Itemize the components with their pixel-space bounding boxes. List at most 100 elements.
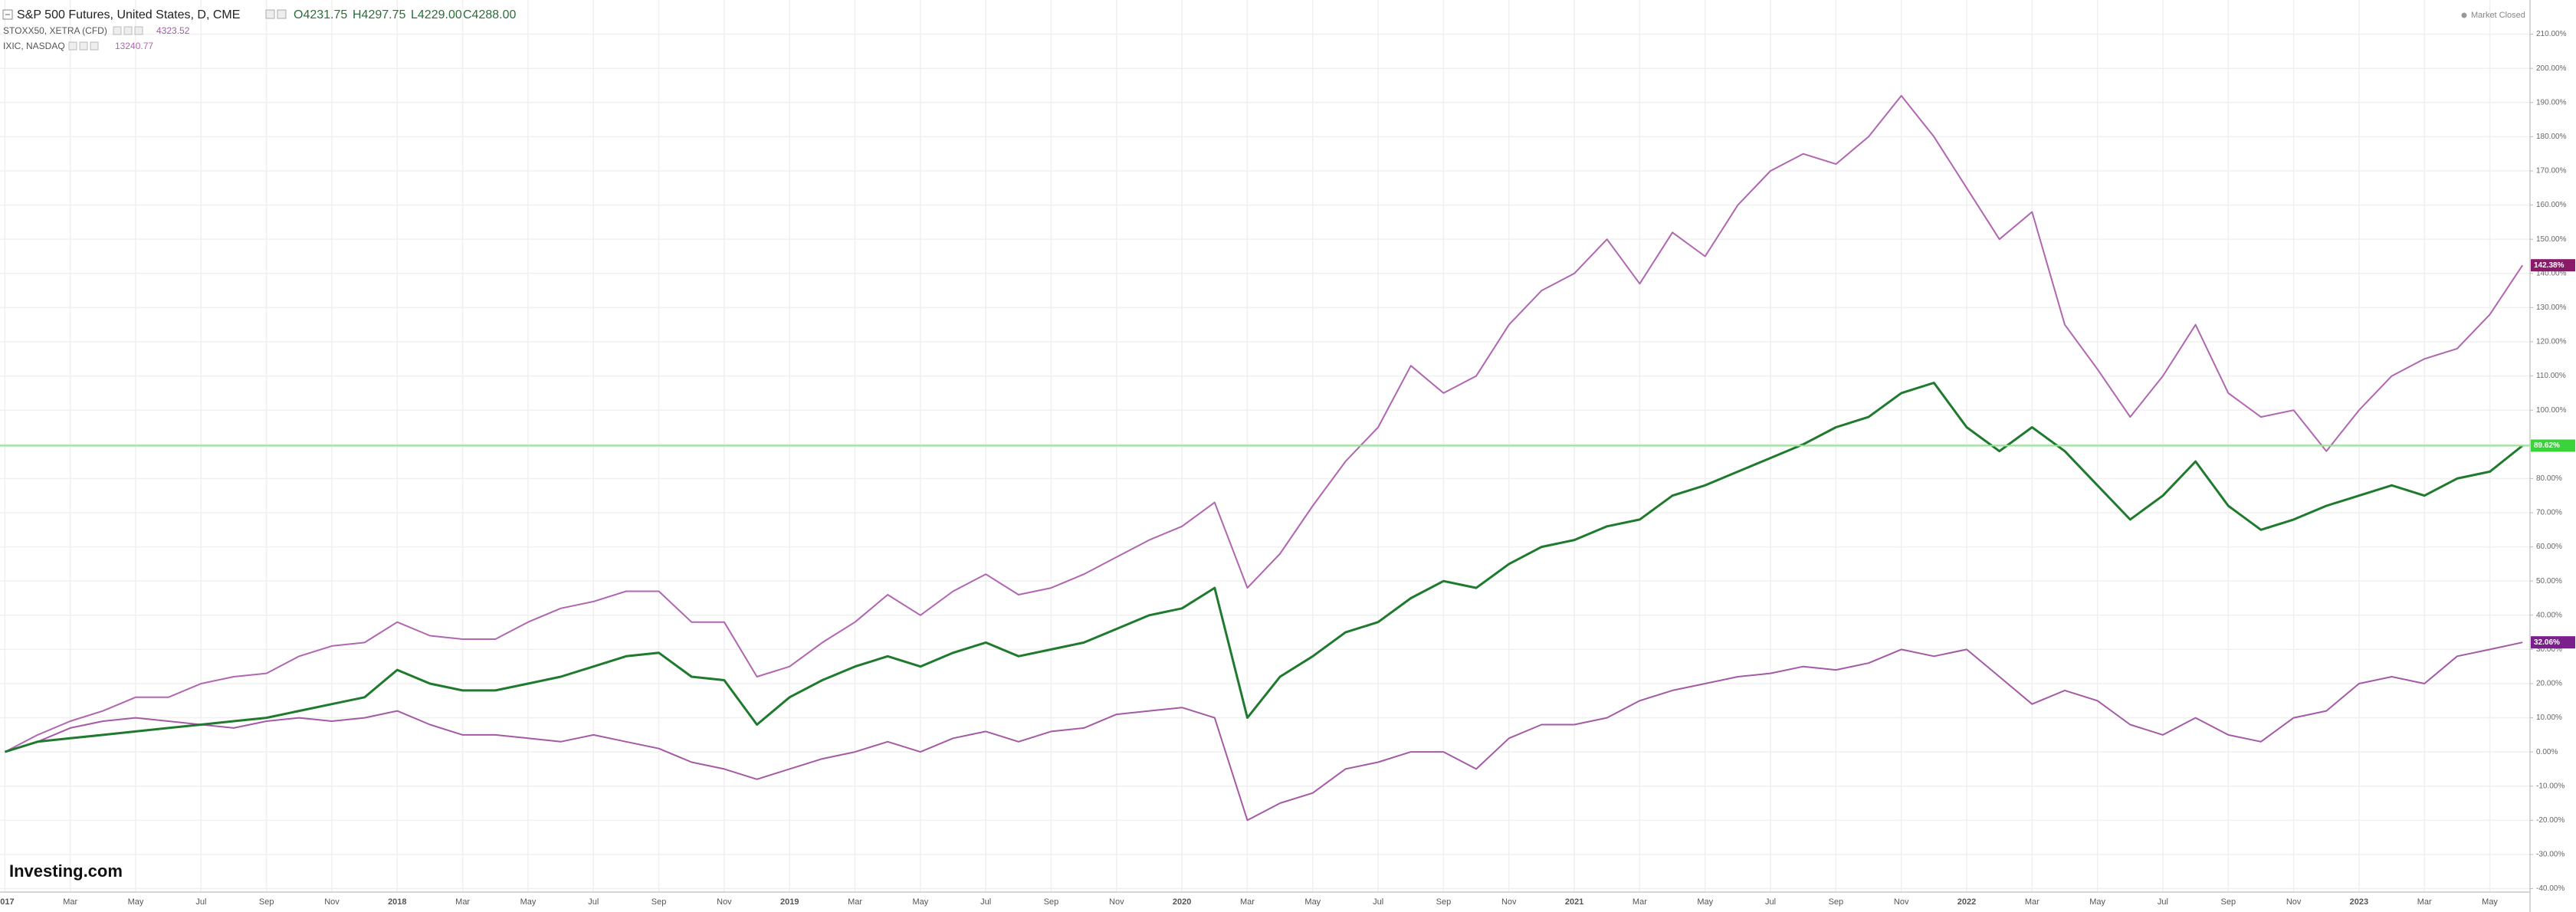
y-tick-label: 120.00%: [2536, 338, 2567, 346]
low: L4229.00: [411, 8, 462, 21]
series-line: [4, 94, 2524, 753]
icon[interactable]: [113, 26, 122, 35]
x-tick-label: May: [1304, 897, 1321, 907]
y-tick-label: 160.00%: [2536, 201, 2567, 209]
x-tick-label: Nov: [1109, 897, 1124, 907]
x-tick-label: 2022: [1957, 897, 1976, 907]
y-tick-label: 10.00%: [2536, 714, 2562, 722]
compare-quote: 4323.52: [156, 25, 190, 36]
x-tick-label: 2018: [388, 897, 406, 907]
series-line: [5, 641, 2523, 822]
x-tick-label: Jul: [195, 897, 206, 907]
x-tick-label: Nov: [324, 897, 340, 907]
x-tick-label: Mar: [455, 897, 470, 907]
y-tick-label: 100.00%: [2536, 406, 2567, 415]
y-tick-label: 210.00%: [2536, 30, 2567, 38]
x-tick-label: May: [520, 897, 537, 907]
y-tick-label: 110.00%: [2536, 372, 2566, 380]
compare-symbol: STOXX50, XETRA (CFD): [3, 25, 107, 36]
y-tick-label: 140.00%: [2536, 269, 2567, 277]
last-value-box: [2531, 259, 2575, 272]
x-tick-label: 2019: [780, 897, 799, 907]
settings-icon[interactable]: [265, 9, 275, 19]
y-tick-label: 50.00%: [2536, 577, 2562, 586]
x-tick-label: Sep: [2220, 897, 2236, 907]
last-value-box: [2531, 636, 2575, 649]
x-axis-labels: 2017 Mar May Jul Sep Nov 2018 Mar May Jul Sep Nov 20…: [0, 897, 2498, 907]
brand-logo: Investing.com: [9, 861, 123, 881]
y-tick-label: 190.00%: [2536, 98, 2567, 107]
icon[interactable]: [79, 41, 88, 51]
x-tick-label: Nov: [2286, 897, 2302, 907]
x-tick-label: Jul: [980, 897, 991, 907]
y-tick-label: 150.00%: [2536, 235, 2567, 244]
status-dot: [2461, 12, 2467, 18]
icon[interactable]: [134, 26, 143, 35]
y-tick-label: 80.00%: [2536, 474, 2562, 483]
y-tick-label: 130.00%: [2536, 303, 2567, 312]
x-tick-label: May: [128, 897, 144, 907]
x-tick-label: Sep: [651, 897, 667, 907]
grid: [0, 0, 2530, 892]
x-tick-label: 2017: [0, 897, 15, 907]
x-tick-label: Jul: [1765, 897, 1776, 907]
x-tick-label: Sep: [259, 897, 274, 907]
x-tick-label: Sep: [1436, 897, 1452, 907]
last-value-box: [2531, 439, 2575, 452]
icon[interactable]: [90, 41, 99, 51]
y-tick-label: 40.00%: [2536, 611, 2562, 619]
market-status: Market Closed: [2471, 11, 2525, 20]
y-tick-label: 0.00%: [2536, 748, 2558, 756]
y-tick-label: 200.00%: [2536, 64, 2567, 73]
x-tick-label: May: [2089, 897, 2105, 907]
x-tick-label: Nov: [1501, 897, 1517, 907]
y-tick-label: -20.00%: [2536, 816, 2565, 825]
x-tick-label: Mar: [2025, 897, 2039, 907]
x-tick-label: May: [912, 897, 928, 907]
y-tick-label: 30.00%: [2536, 645, 2562, 654]
series-line: [4, 382, 2524, 753]
y-tick-label: -40.00%: [2536, 884, 2565, 893]
x-tick-label: Mar: [1633, 897, 1647, 907]
x-tick-label: 2021: [1565, 897, 1583, 907]
x-tick-label: Mar: [1240, 897, 1255, 907]
legend: S&P 500 Futures, United States, D, CME O…: [2, 8, 516, 51]
close-icon[interactable]: [277, 9, 287, 19]
y-tick-label: 20.00%: [2536, 680, 2562, 688]
last-value-label: 142.38%: [2534, 261, 2565, 270]
x-tick-label: 2020: [1173, 897, 1191, 907]
y-tick-label: -10.00%: [2536, 782, 2565, 790]
x-tick-label: Sep: [1044, 897, 1059, 907]
x-tick-label: Mar: [848, 897, 862, 907]
collapse-icon[interactable]: [2, 9, 13, 20]
main-symbol: S&P 500 Futures, United States, D, CME: [17, 8, 240, 21]
compare-symbol: IXIC, NASDAQ: [3, 41, 65, 51]
icon[interactable]: [123, 26, 133, 35]
y-axis-labels: -40.00% -30.00% -20.00% -10.00% 0.00% 10.00% 2…: [2530, 30, 2567, 893]
last-value-label: 89.62%: [2534, 441, 2560, 450]
x-tick-label: 2023: [2350, 897, 2368, 907]
icon[interactable]: [68, 41, 77, 51]
close: C4288.00: [463, 8, 516, 21]
x-tick-label: Jul: [588, 897, 599, 907]
y-tick-label: 170.00%: [2536, 167, 2567, 176]
open: O4231.75: [294, 8, 347, 21]
x-tick-label: Jul: [2158, 897, 2168, 907]
y-tick-label: 70.00%: [2536, 509, 2562, 517]
plot: [0, 94, 2530, 822]
y-tick-label: 60.00%: [2536, 543, 2562, 551]
x-tick-label: May: [2482, 897, 2498, 907]
last-value-label: 32.06%: [2534, 638, 2560, 647]
x-tick-label: May: [1697, 897, 1713, 907]
x-tick-label: Nov: [717, 897, 732, 907]
y-tick-label: -30.00%: [2536, 851, 2565, 859]
y-tick-label: 180.00%: [2536, 133, 2567, 141]
x-tick-label: Mar: [63, 897, 77, 907]
x-tick-label: Mar: [2417, 897, 2432, 907]
high: H4297.75: [353, 8, 405, 21]
x-tick-label: Sep: [1829, 897, 1844, 907]
compare-quote: 13240.77: [115, 41, 153, 51]
